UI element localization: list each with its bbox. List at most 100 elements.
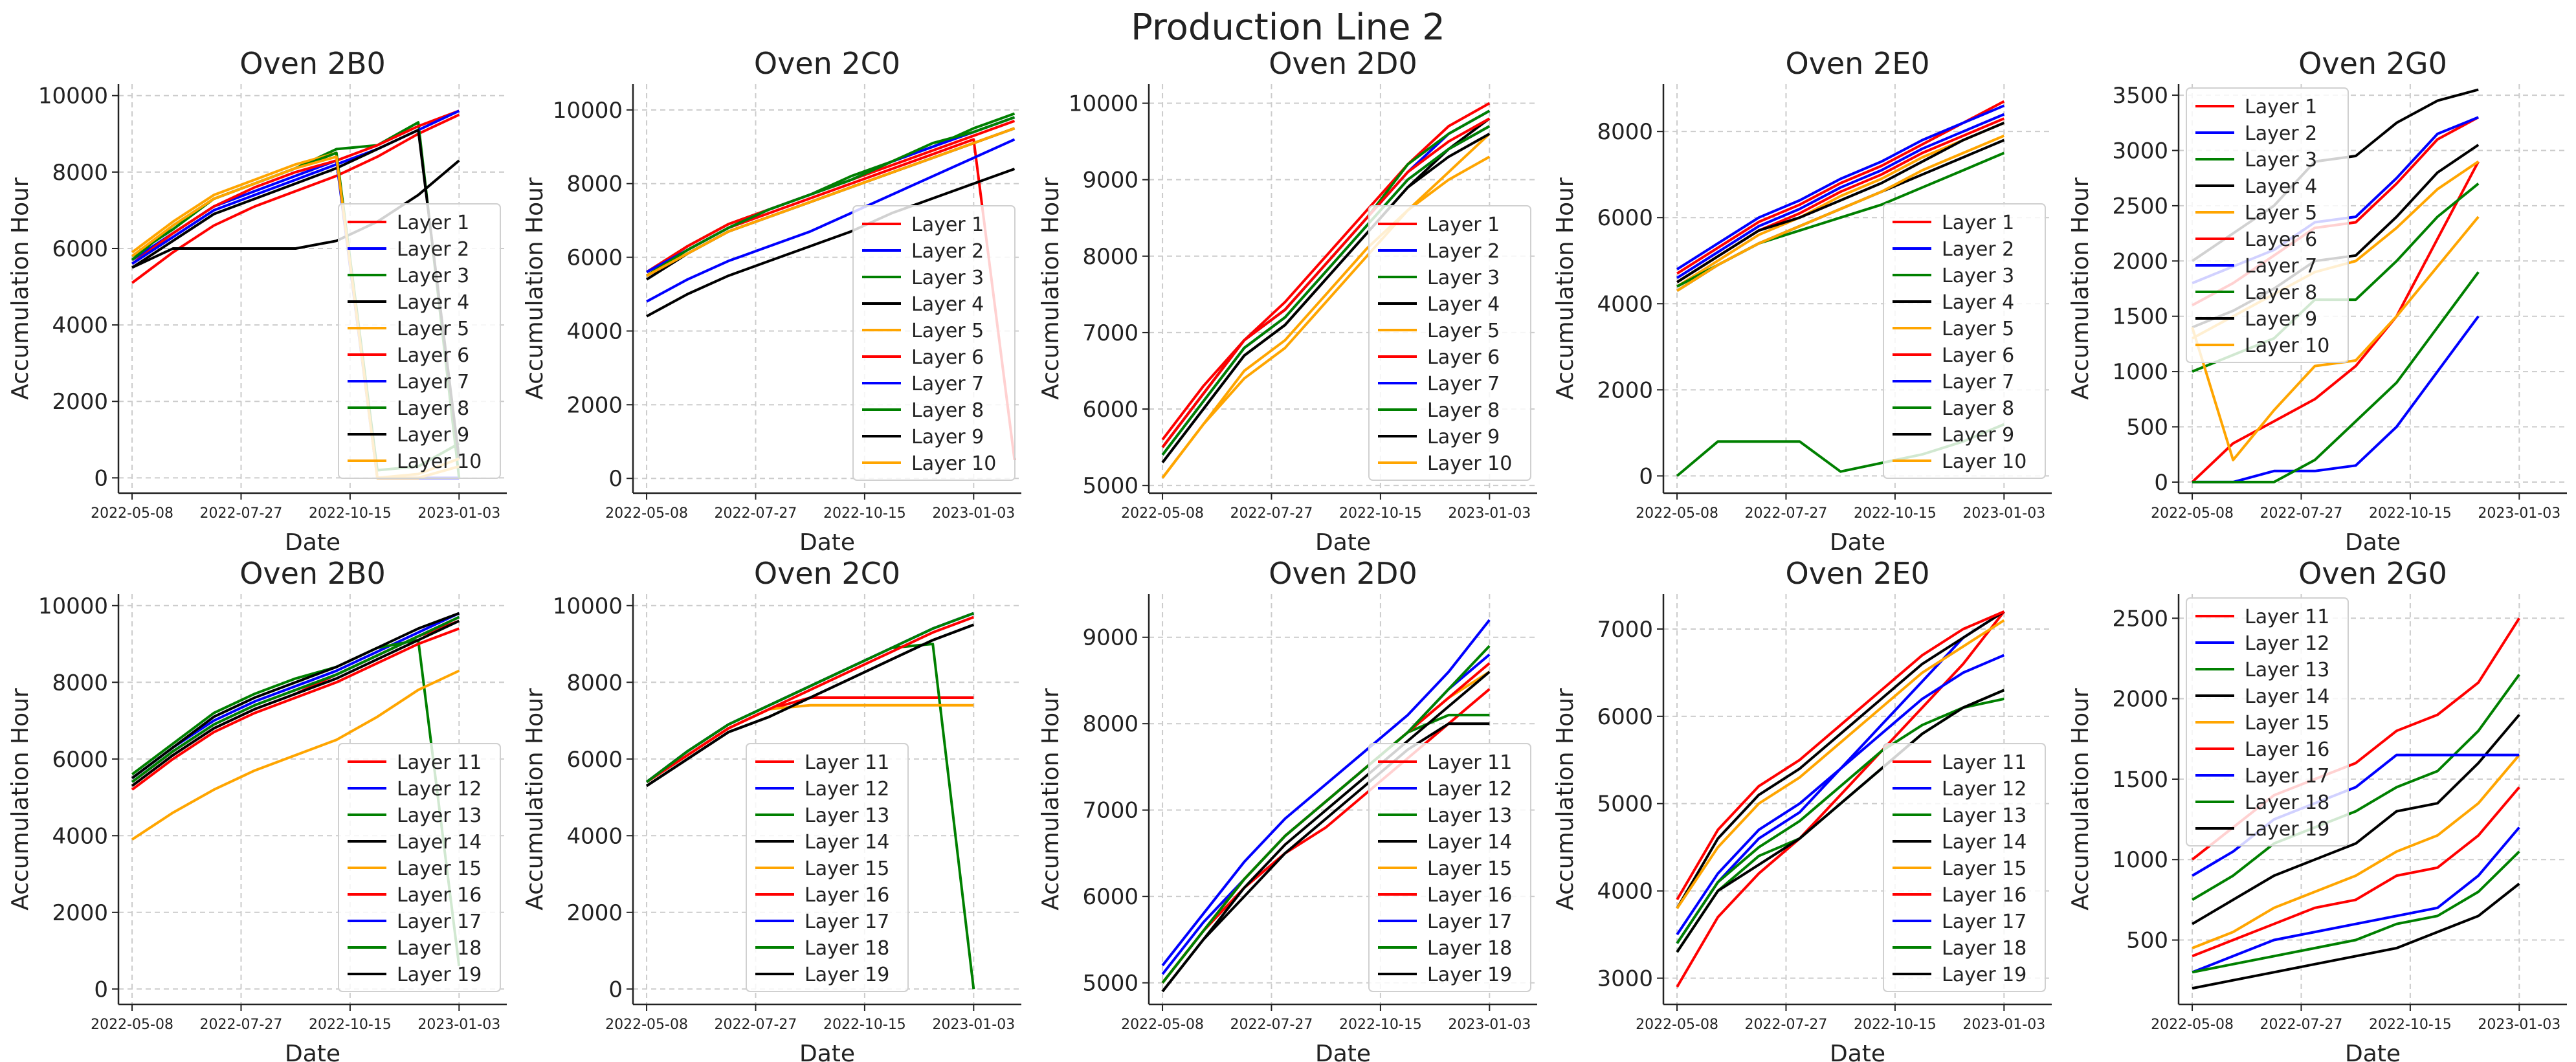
legend-label: Layer 11: [805, 751, 889, 774]
chart-title: Oven 2G0: [2298, 556, 2447, 591]
y-tick-label: 2000: [566, 900, 623, 926]
legend-label: Layer 16: [397, 884, 482, 907]
chart-panel-5: Oven 2G0 Date Accumulation Hour 0 500 1000 150…: [2067, 46, 2567, 556]
legend-label: Layer 11: [1942, 751, 2026, 774]
x-tick-label: 2022-07-27: [715, 1017, 797, 1033]
x-tick-label: 2022-07-27: [1230, 1017, 1313, 1033]
series-line-layer-6: [131, 109, 460, 265]
legend-label: Layer 19: [397, 964, 482, 986]
y-tick-label: 2500: [2112, 606, 2168, 632]
legend-label: Layer 11: [2245, 606, 2329, 628]
y-axis-label: Accumulation Hour: [522, 688, 548, 911]
y-axis-label: Accumulation Hour: [522, 177, 548, 400]
y-tick-label: 6000: [1082, 397, 1138, 423]
series-line-layer-17: [1676, 654, 2005, 936]
legend-label: Layer 7: [1942, 371, 2014, 393]
series-line-layer-15: [131, 669, 460, 841]
legend-label: Layer 3: [911, 267, 984, 289]
legend-label: Layer 18: [397, 937, 482, 960]
y-axis-label: Accumulation Hour: [2067, 688, 2094, 911]
legend-label: Layer 3: [397, 265, 469, 287]
x-tick-label: 2022-07-27: [715, 505, 797, 522]
series-line-layer-16: [1676, 610, 2005, 901]
chart-panel-2: Oven 2C0 Date Accumulation Hour 0 2000 4000 60…: [522, 46, 1021, 556]
y-axis-label: Accumulation Hour: [7, 688, 34, 911]
legend-label: Layer 13: [1942, 804, 2026, 827]
legend-label: Layer 4: [1942, 291, 2014, 314]
y-tick-label: 8000: [566, 670, 623, 696]
legend-label: Layer 19: [1427, 964, 1512, 986]
x-tick-label: 2022-05-08: [605, 1017, 688, 1033]
chart-panel-8: Oven 2D0 Date Accumulation Hour 5000 6000 700…: [1038, 556, 1537, 1062]
x-tick-label: 2023-01-03: [1448, 1017, 1531, 1033]
y-tick-label: 10000: [1069, 91, 1138, 117]
x-tick-label: 2022-10-15: [823, 505, 906, 522]
legend-label: Layer 7: [1427, 373, 1500, 395]
legend: Layer 11 Layer 12 Layer 13 Layer 14 Layer 15…: [2186, 597, 2349, 846]
series-line-layer-18: [2192, 850, 2520, 974]
legend-label: Layer 10: [397, 450, 482, 473]
x-tick-label: 2022-07-27: [200, 1017, 283, 1033]
series-line-layer-14: [1676, 610, 2005, 909]
legend-label: Layer 8: [397, 397, 469, 420]
series-line-layer-9: [1676, 122, 2005, 283]
x-tick-label: 2023-01-03: [417, 505, 500, 522]
series-line-layer-18: [645, 612, 975, 783]
y-tick-label: 10000: [553, 593, 623, 619]
y-tick-label: 6000: [1597, 704, 1653, 730]
y-tick-label: 0: [94, 465, 108, 491]
y-tick-label: 4000: [52, 313, 108, 338]
x-tick-label: 2022-05-08: [2151, 1017, 2234, 1033]
legend-label: Layer 14: [805, 831, 889, 854]
series-line-layer-9: [131, 128, 461, 459]
legend-box: [1368, 743, 1531, 992]
series-line-layer-17: [1161, 619, 1491, 967]
y-tick-label: 6000: [1597, 205, 1653, 231]
y-tick-label: 6000: [1082, 884, 1138, 910]
x-tick-label: 2022-05-08: [91, 505, 173, 522]
legend-label: Layer 10: [2245, 335, 2329, 357]
legend-label: Layer 5: [2245, 202, 2317, 225]
legend-label: Layer 10: [1427, 452, 1512, 475]
legend-label: Layer 1: [1942, 212, 2014, 234]
y-axis-label: Accumulation Hour: [7, 177, 34, 400]
x-tick-label: 2022-10-15: [2369, 1017, 2452, 1033]
x-tick-label: 2023-01-03: [417, 1017, 500, 1033]
y-tick-label: 2000: [1597, 377, 1653, 403]
legend-label: Layer 15: [1942, 857, 2026, 880]
series-line-layer-10: [1676, 134, 2005, 292]
legend-label: Layer 15: [1427, 857, 1512, 880]
legend-label: Layer 14: [1942, 831, 2026, 854]
legend-label: Layer 1: [2245, 96, 2317, 118]
y-tick-label: 4000: [1597, 879, 1653, 905]
legend-label: Layer 19: [805, 964, 889, 986]
legend-label: Layer 18: [2245, 791, 2329, 814]
series-line-layer-10: [1161, 155, 1491, 479]
x-tick-label: 2022-10-15: [1339, 1017, 1422, 1033]
x-tick-label: 2023-01-03: [2478, 1017, 2560, 1033]
y-axis-label: Accumulation Hour: [1038, 177, 1064, 400]
legend-label: Layer 8: [1942, 397, 2014, 420]
legend-label: Layer 5: [1942, 318, 2014, 340]
y-tick-label: 9000: [1082, 625, 1138, 651]
x-tick-label: 2022-10-15: [309, 505, 392, 522]
legend-label: Layer 16: [2245, 738, 2329, 761]
x-axis-label: Date: [1830, 1041, 1885, 1062]
series-line-layer-9: [1161, 133, 1491, 463]
legend-label: Layer 17: [1942, 911, 2026, 933]
legend: Layer 11 Layer 12 Layer 13 Layer 14 Layer 15…: [1883, 743, 2046, 992]
y-tick-label: 8000: [52, 670, 108, 696]
legend-label: Layer 16: [1942, 884, 2026, 907]
legend-label: Layer 13: [397, 804, 482, 827]
y-tick-label: 8000: [52, 160, 108, 186]
chart-panel-7: Oven 2C0 Date Accumulation Hour 0 2000 4000 60…: [522, 556, 1021, 1062]
series-line-layer-11: [1676, 610, 2005, 988]
legend-label: Layer 18: [1942, 937, 2026, 960]
legend-label: Layer 13: [2245, 659, 2329, 681]
y-tick-label: 8000: [1082, 244, 1138, 270]
x-tick-label: 2022-05-08: [1121, 505, 1204, 522]
x-tick-label: 2023-01-03: [932, 505, 1015, 522]
series-line-layer-19: [646, 623, 975, 787]
y-tick-label: 0: [1639, 463, 1653, 489]
